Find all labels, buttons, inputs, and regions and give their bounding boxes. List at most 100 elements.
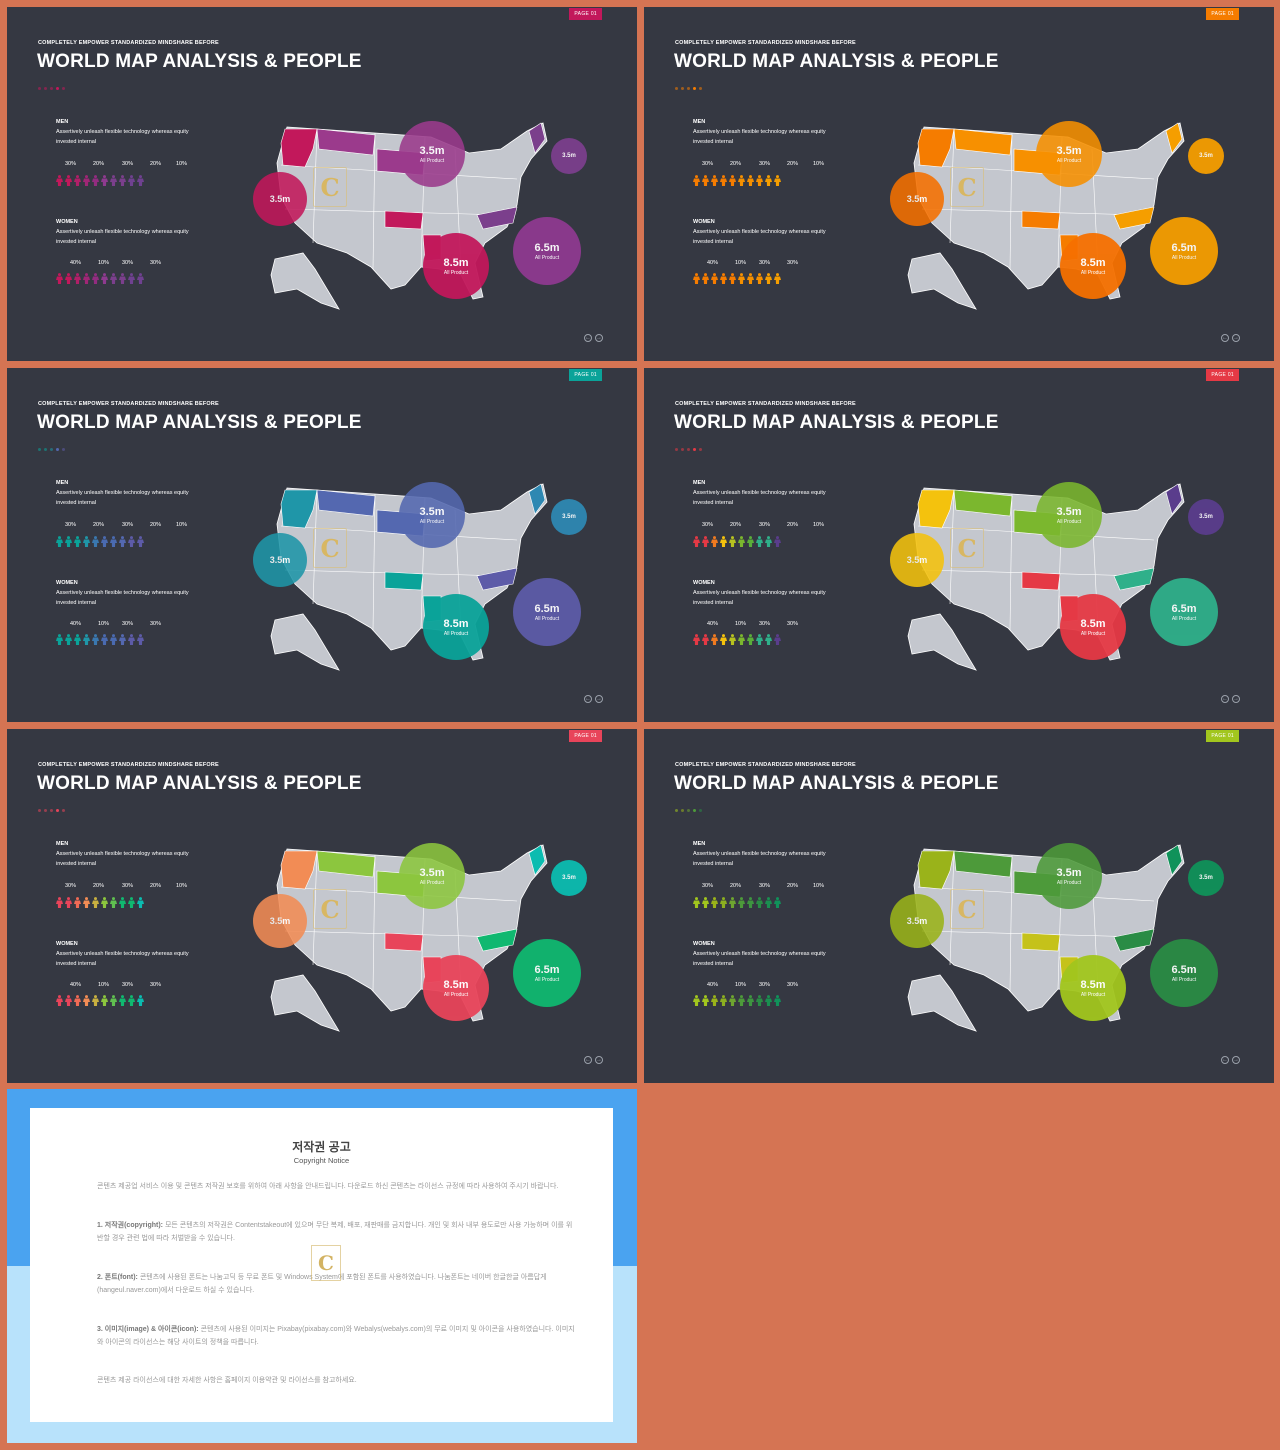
bubble-label: All Product [1171, 254, 1197, 261]
person-icon [128, 897, 135, 908]
men-percent: 30% [759, 883, 771, 889]
women-percent: 40% [70, 982, 82, 988]
bubble-value: 3.5m [1056, 144, 1082, 157]
person-icon [65, 634, 72, 645]
slide-title: WORLD MAP ANALYSIS & PEOPLE [37, 412, 362, 433]
pager-dot [699, 448, 702, 451]
pager-dot [56, 448, 59, 451]
person-icon [774, 273, 781, 284]
men-label: MEN [693, 480, 706, 486]
slide-title: WORLD MAP ANALYSIS & PEOPLE [37, 773, 362, 794]
highlighted-state [316, 128, 376, 156]
person-icon [729, 175, 736, 186]
women-pictogram [56, 634, 144, 645]
pager-dot [693, 448, 696, 451]
stat-bubble: 6.5m All Product [513, 578, 581, 646]
prev-arrow-icon[interactable]: ← [584, 334, 592, 342]
women-label: WOMEN [693, 219, 715, 225]
alaska [907, 252, 977, 310]
men-percent: 30% [65, 522, 77, 528]
person-icon [110, 995, 117, 1006]
pager-dot [699, 87, 702, 90]
state-border [312, 128, 318, 244]
pager-dot [693, 87, 696, 90]
prev-arrow-icon[interactable]: ← [1221, 695, 1229, 703]
bubble-label: All Product [419, 518, 445, 525]
women-percent: 30% [122, 621, 134, 627]
men-percent: 20% [150, 883, 162, 889]
men-pictogram [56, 175, 144, 186]
pager-dot [56, 809, 59, 812]
stat-bubble: 3.5m [890, 172, 944, 226]
person-icon [711, 634, 718, 645]
bubble-label: All Product [1080, 991, 1106, 998]
women-description: Assertively unleash flexible technology … [56, 590, 189, 606]
highlighted-state [1113, 206, 1155, 230]
women-percent: 40% [70, 621, 82, 627]
women-percent: 30% [150, 982, 162, 988]
men-percent-row: 30% 20% 30% 20% 10% [65, 522, 195, 530]
person-icon [137, 536, 144, 547]
person-icon [738, 536, 745, 547]
slide: PAGE 01 COMPLETELY EMPOWER STANDARDIZED M… [644, 368, 1274, 722]
copyright-title: 저작권 공고 [292, 1140, 351, 1154]
person-icon [747, 536, 754, 547]
person-icon [65, 273, 72, 284]
prev-arrow-icon[interactable]: ← [1221, 1056, 1229, 1064]
person-icon [693, 897, 700, 908]
pager-dot [50, 448, 53, 451]
women-percent: 10% [98, 621, 110, 627]
pager-dot [44, 809, 47, 812]
alaska [270, 974, 340, 1032]
person-icon [747, 273, 754, 284]
person-icon [128, 536, 135, 547]
highlighted-state [476, 928, 518, 952]
next-arrow-icon[interactable]: → [1232, 1056, 1240, 1064]
stat-bubble: 3.5m [551, 138, 587, 174]
prev-arrow-icon[interactable]: ← [1221, 334, 1229, 342]
stat-bubble: 6.5m All Product [513, 939, 581, 1007]
person-icon [119, 634, 126, 645]
state-border [372, 132, 376, 270]
slide: PAGE 01 COMPLETELY EMPOWER STANDARDIZED M… [7, 7, 637, 361]
person-icon [137, 897, 144, 908]
slide: PAGE 01 COMPLETELY EMPOWER STANDARDIZED M… [7, 368, 637, 722]
person-icon [119, 897, 126, 908]
stat-bubble: 8.5m All Product [1060, 594, 1126, 660]
person-icon [83, 273, 90, 284]
page-tag: PAGE 01 [1206, 8, 1239, 20]
person-icon [83, 897, 90, 908]
person-icon [756, 634, 763, 645]
prev-arrow-icon[interactable]: ← [584, 695, 592, 703]
next-arrow-icon[interactable]: → [595, 334, 603, 342]
next-arrow-icon[interactable]: → [1232, 695, 1240, 703]
next-arrow-icon[interactable]: → [595, 695, 603, 703]
person-icon [756, 995, 763, 1006]
person-icon [738, 897, 745, 908]
person-icon [747, 175, 754, 186]
slide-subtitle: COMPLETELY EMPOWER STANDARDIZED MINDSHAR… [675, 401, 856, 407]
men-percent: 30% [702, 522, 714, 528]
bubble-label: All Product [534, 976, 560, 983]
next-arrow-icon[interactable]: → [1232, 334, 1240, 342]
alaska [907, 613, 977, 671]
person-icon [74, 897, 81, 908]
men-percent: 20% [730, 161, 742, 167]
person-icon [702, 536, 709, 547]
women-percent-row: 40% 10% 30% 30% [65, 982, 195, 990]
prev-arrow-icon[interactable]: ← [584, 1056, 592, 1064]
next-arrow-icon[interactable]: → [595, 1056, 603, 1064]
state-border [1009, 132, 1013, 270]
image-section-heading: 3. 이미지(image) & 아이콘(icon): [97, 1326, 199, 1333]
person-icon [702, 995, 709, 1006]
highlighted-state [1021, 932, 1061, 952]
stat-bubble: 6.5m All Product [1150, 939, 1218, 1007]
highlighted-state [528, 483, 546, 515]
highlighted-state [1165, 483, 1183, 515]
highlighted-state [476, 567, 518, 591]
bubble-value: 3.5m [1056, 866, 1082, 879]
men-description: Assertively unleash flexible technology … [693, 851, 826, 867]
pager-dot [38, 448, 41, 451]
person-icon [711, 273, 718, 284]
copyright-slide: 저작권 공고 Copyright Notice 콘텐츠 제공업 서비스 이용 및… [7, 1089, 637, 1443]
